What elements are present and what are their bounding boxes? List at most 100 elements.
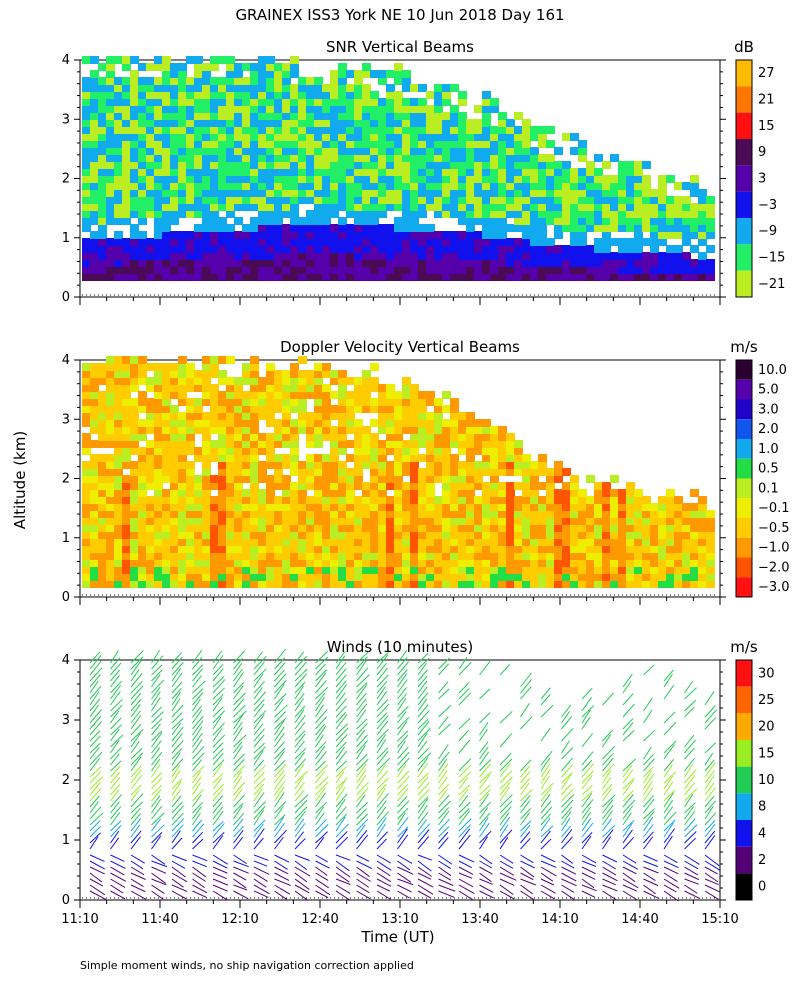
- wind-barb: [438, 826, 450, 838]
- doppler-cell: [202, 433, 211, 441]
- snr-cell: [226, 182, 235, 190]
- wind-barb: [171, 672, 183, 688]
- wind-barb: [130, 650, 144, 664]
- wind-barb: [274, 741, 286, 754]
- doppler-cell: [474, 524, 483, 532]
- doppler-cell: [322, 489, 331, 497]
- doppler-cell: [250, 538, 259, 546]
- doppler-cell: [498, 454, 507, 462]
- snr-cell: [274, 119, 283, 127]
- snr-cell: [234, 133, 243, 141]
- doppler-cell: [106, 510, 115, 518]
- doppler-cell: [130, 461, 139, 469]
- doppler-cell: [546, 524, 555, 532]
- snr-cell: [482, 91, 491, 99]
- snr-cell: [378, 266, 387, 274]
- doppler-cell: [218, 538, 227, 546]
- snr-cell: [666, 217, 675, 225]
- wind-barb: [540, 782, 554, 796]
- wind-barb: [110, 806, 122, 820]
- snr-cell: [154, 63, 163, 71]
- doppler-cell: [338, 391, 347, 399]
- snr-cell: [570, 217, 579, 225]
- snr-cell: [354, 189, 363, 197]
- wind-barb: [335, 777, 348, 790]
- snr-cell: [202, 182, 211, 190]
- wind-barb: [458, 834, 471, 850]
- wind-barb: [479, 890, 494, 899]
- doppler-cell: [210, 391, 219, 399]
- doppler-cell: [82, 559, 91, 567]
- panel-doppler-colorbar-swatch: [736, 498, 752, 518]
- wind-barb: [520, 884, 533, 895]
- panel-doppler-colorbar-swatch: [736, 518, 752, 538]
- wind-barb: [294, 890, 309, 901]
- snr-cell: [410, 231, 419, 239]
- wind-barb: [233, 818, 244, 832]
- doppler-cell: [354, 510, 363, 518]
- wind-barb: [253, 668, 267, 682]
- doppler-cell: [666, 503, 675, 511]
- doppler-cell: [226, 559, 235, 567]
- snr-cell: [122, 203, 131, 211]
- wind-barb: [438, 723, 451, 736]
- snr-cell: [426, 119, 435, 127]
- doppler-cell: [322, 503, 331, 511]
- snr-cell: [474, 168, 483, 176]
- doppler-cell: [90, 370, 99, 378]
- snr-cell: [274, 231, 283, 239]
- wind-barb: [274, 890, 287, 900]
- snr-cell: [322, 231, 331, 239]
- doppler-cell: [226, 489, 235, 497]
- snr-cell: [82, 84, 91, 92]
- doppler-cell: [202, 412, 211, 420]
- snr-cell: [602, 231, 611, 239]
- snr-cell: [82, 175, 91, 183]
- doppler-cell: [250, 503, 259, 511]
- snr-cell: [258, 70, 267, 78]
- doppler-cell: [354, 573, 363, 581]
- wind-barb: [294, 776, 304, 790]
- doppler-cell: [282, 538, 291, 546]
- wind-barb: [335, 674, 347, 688]
- doppler-cell: [458, 440, 467, 448]
- snr-cell: [386, 70, 395, 78]
- snr-cell: [698, 252, 707, 260]
- snr-cell: [178, 203, 187, 211]
- doppler-cell: [458, 517, 467, 525]
- snr-cell: [202, 154, 211, 162]
- snr-cell: [354, 217, 363, 225]
- snr-cell: [514, 112, 523, 120]
- doppler-cell: [146, 538, 155, 546]
- snr-cell: [578, 252, 587, 260]
- wind-barb: [253, 771, 265, 784]
- snr-cell: [210, 147, 219, 155]
- snr-cell: [162, 259, 171, 267]
- wind-barb: [89, 742, 101, 754]
- doppler-cell: [498, 531, 507, 539]
- doppler-cell: [314, 461, 323, 469]
- wind-barb: [212, 878, 229, 886]
- doppler-cell: [378, 580, 387, 588]
- doppler-cell: [418, 433, 427, 441]
- snr-cell: [634, 161, 643, 169]
- snr-cell: [194, 63, 203, 71]
- doppler-cell: [538, 538, 547, 546]
- doppler-cell: [338, 524, 347, 532]
- doppler-cell: [538, 454, 547, 462]
- doppler-cell: [98, 426, 107, 434]
- wind-barb: [499, 890, 515, 900]
- snr-cell: [338, 63, 347, 71]
- snr-cell: [98, 182, 107, 190]
- doppler-cell: [514, 482, 523, 490]
- doppler-cell: [242, 503, 251, 511]
- doppler-cell: [490, 433, 499, 441]
- snr-cell: [402, 273, 411, 281]
- doppler-cell: [282, 503, 291, 511]
- doppler-cell: [178, 461, 187, 469]
- doppler-cell: [466, 524, 475, 532]
- doppler-cell: [162, 566, 171, 574]
- wind-barb: [294, 799, 308, 814]
- doppler-cell: [450, 405, 459, 413]
- wind-barb: [561, 828, 573, 844]
